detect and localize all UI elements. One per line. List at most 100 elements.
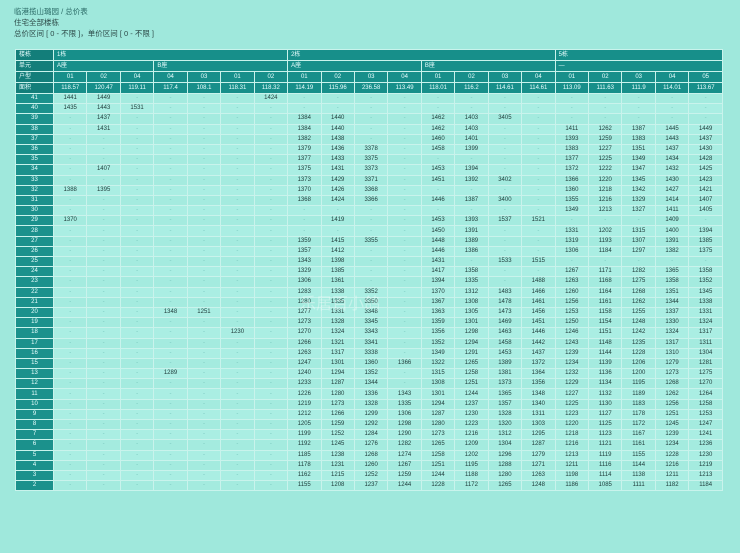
price-cell[interactable]: 1266 [287, 337, 322, 349]
price-cell[interactable]: 1372 [521, 357, 556, 370]
price-cell[interactable]: 1344 [353, 378, 389, 390]
price-cell[interactable]: 1398 [320, 255, 355, 268]
price-cell[interactable]: 1232 [554, 368, 590, 380]
price-cell[interactable]: 3405 [487, 113, 523, 125]
price-cell[interactable]: 1312 [454, 286, 489, 298]
price-cell[interactable]: 1258 [420, 449, 456, 461]
price-cell[interactable]: 1361 [320, 276, 355, 288]
price-cell[interactable]: 1458 [487, 337, 523, 349]
price-cell[interactable]: 1202 [587, 225, 623, 237]
price-cell[interactable]: 1324 [320, 327, 355, 339]
price-cell[interactable]: 1154 [587, 317, 623, 329]
price-cell[interactable]: 1230 [454, 408, 489, 421]
price-cell[interactable]: 1230 [220, 327, 255, 339]
price-cell[interactable]: 1446 [420, 245, 456, 258]
price-cell[interactable]: 1356 [420, 327, 456, 339]
price-cell[interactable]: 1281 [688, 357, 723, 370]
price-cell[interactable]: 1251 [454, 378, 489, 390]
price-cell[interactable]: 1385 [320, 266, 355, 278]
price-cell[interactable]: 1356 [521, 378, 556, 390]
price-cell[interactable]: 1273 [287, 317, 322, 329]
price-cell[interactable]: 1125 [587, 418, 623, 431]
price-cell[interactable]: 1437 [654, 143, 690, 156]
price-cell[interactable]: 1423 [688, 174, 723, 186]
price-cell[interactable]: 1335 [454, 276, 489, 288]
price-cell[interactable]: 1259 [387, 469, 422, 482]
price-cell[interactable]: 1370 [287, 184, 322, 196]
price-cell[interactable]: 1280 [287, 296, 322, 308]
price-cell[interactable]: 1304 [688, 347, 723, 359]
price-cell[interactable]: 1450 [420, 225, 456, 237]
price-cell[interactable]: 1220 [587, 174, 623, 186]
price-cell[interactable]: 1320 [487, 418, 523, 431]
price-cell[interactable]: 1284 [353, 429, 389, 441]
price-cell[interactable]: 1331 [688, 306, 723, 319]
price-cell[interactable]: 1280 [320, 388, 355, 400]
price-cell[interactable]: 1219 [287, 398, 322, 410]
price-cell[interactable]: 1273 [320, 398, 355, 410]
price-cell[interactable]: 1377 [554, 154, 590, 166]
price-cell[interactable]: 1351 [621, 143, 656, 156]
price-cell[interactable]: 1434 [654, 154, 690, 166]
price-cell[interactable]: 1282 [621, 266, 656, 278]
price-cell[interactable]: 1267 [387, 459, 422, 471]
price-cell[interactable]: 1473 [487, 306, 523, 319]
price-cell[interactable]: 1235 [621, 337, 656, 349]
breadcrumb-title[interactable]: 临港揽山璐园 / 总价表 [14, 7, 88, 16]
price-cell[interactable]: 1199 [287, 429, 322, 441]
price-cell[interactable]: 1331 [320, 306, 355, 319]
price-cell[interactable]: 1273 [654, 368, 690, 380]
price-cell[interactable]: 1279 [521, 449, 556, 461]
price-cell[interactable]: 1241 [688, 429, 723, 441]
price-cell[interactable]: 1222 [587, 164, 623, 176]
price-cell[interactable]: 3378 [353, 143, 389, 156]
price-cell[interactable]: 3366 [353, 194, 389, 207]
price-cell[interactable]: 1294 [320, 368, 355, 380]
price-cell[interactable]: 1445 [654, 123, 690, 135]
price-cell[interactable]: 1411 [554, 123, 590, 135]
price-cell[interactable]: 1227 [554, 388, 590, 400]
price-cell[interactable]: 1387 [454, 194, 489, 207]
price-cell[interactable]: 1421 [688, 184, 723, 196]
price-cell[interactable]: 1375 [688, 245, 723, 258]
price-cell[interactable]: 1366 [554, 174, 590, 186]
price-cell[interactable]: 1415 [320, 235, 355, 247]
price-cell[interactable]: 3352 [353, 286, 389, 298]
price-cell[interactable]: 1521 [521, 215, 556, 227]
price-cell[interactable]: 1453 [420, 164, 456, 176]
price-cell[interactable]: 1315 [420, 368, 456, 380]
price-cell[interactable]: 1367 [420, 296, 456, 308]
price-cell[interactable]: 1294 [454, 337, 489, 349]
price-cell[interactable]: 1259 [320, 418, 355, 431]
price-cell[interactable]: 1139 [587, 357, 623, 370]
price-cell[interactable]: 1330 [654, 317, 690, 329]
price-cell[interactable]: 1192 [287, 439, 322, 451]
price-cell[interactable]: 1443 [654, 133, 690, 145]
price-cell[interactable]: 1388 [52, 184, 88, 196]
price-cell[interactable]: 1246 [554, 327, 590, 339]
price-cell[interactable]: 1265 [487, 480, 523, 492]
price-cell[interactable]: 1225 [587, 154, 623, 166]
price-cell[interactable]: 1428 [688, 154, 723, 166]
price-cell[interactable]: 1304 [487, 439, 523, 451]
price-cell[interactable]: 1253 [554, 306, 590, 319]
price-cell[interactable]: 1329 [621, 194, 656, 207]
price-cell[interactable]: 1359 [420, 317, 456, 329]
price-cell[interactable]: 1460 [420, 133, 456, 145]
price-cell[interactable]: 1366 [387, 357, 422, 370]
price-cell[interactable]: 1237 [454, 398, 489, 410]
price-cell[interactable]: 1248 [521, 480, 556, 492]
price-cell[interactable]: 1251 [186, 306, 222, 319]
price-cell[interactable]: 1368 [287, 194, 322, 207]
price-cell[interactable]: 1295 [521, 429, 556, 441]
price-cell[interactable]: 1116 [587, 459, 623, 471]
price-cell[interactable]: 1234 [554, 357, 590, 370]
price-cell[interactable]: 1306 [554, 245, 590, 258]
price-cell[interactable]: 1178 [621, 408, 656, 421]
price-cell[interactable]: 1384 [287, 123, 322, 135]
price-cell[interactable]: 1085 [587, 480, 623, 492]
price-cell[interactable]: 1305 [454, 306, 489, 319]
price-cell[interactable]: 1463 [487, 327, 523, 339]
price-cell[interactable]: 1453 [487, 347, 523, 359]
price-cell[interactable]: 1301 [454, 317, 489, 329]
